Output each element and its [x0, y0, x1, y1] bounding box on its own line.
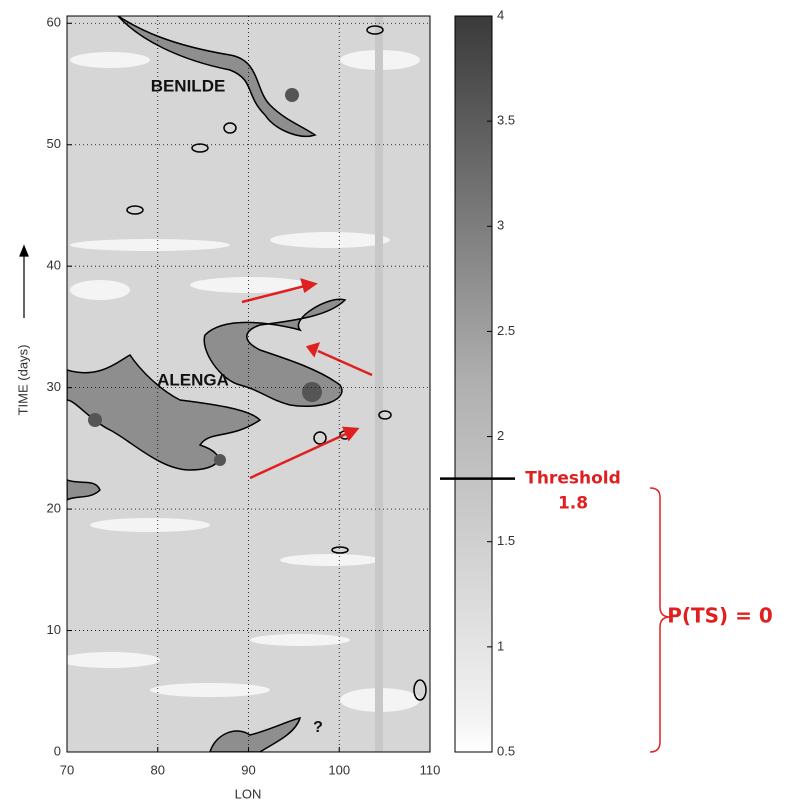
y-tick-label: 20 [47, 501, 61, 516]
y-tick-label: 10 [47, 622, 61, 637]
y-tick-label: 50 [47, 136, 61, 151]
colorbar-tick-label: 0.5 [497, 743, 515, 758]
x-tick-label: 100 [328, 762, 350, 777]
colorbar-tick-label: 3.5 [497, 113, 515, 128]
x-tick-label: 110 [420, 762, 441, 777]
y-label-arrow [19, 244, 29, 318]
colorbar-tick-label: 1.5 [497, 533, 515, 548]
annotation: ALENGA [157, 370, 229, 389]
arrows [241, 278, 373, 480]
y-tick-label: 40 [47, 258, 61, 273]
annotation: BENILDE [151, 76, 226, 95]
field [67, 16, 430, 752]
annotation: ? [313, 719, 323, 736]
bracket-label: P(TS) = 0 [667, 604, 773, 628]
threshold-label: Threshold [525, 469, 621, 489]
bracket [649, 487, 671, 753]
colorbar-tick-label: 3 [497, 218, 504, 233]
y-tick-label: 0 [54, 743, 61, 758]
colorbar [454, 15, 493, 753]
y-axis-label: TIME (days) [15, 345, 30, 416]
colorbar-tick-label: 2.5 [497, 323, 515, 338]
x-tick-label: 70 [60, 762, 74, 777]
y-tick-label: 30 [47, 379, 61, 394]
x-axis-label: LON [235, 786, 262, 801]
x-tick-label: 90 [241, 762, 255, 777]
colorbar-tick-label: 2 [497, 428, 504, 443]
colorbar-tick-label: 1 [497, 638, 504, 653]
x-tick-label: 80 [151, 762, 165, 777]
threshold-value: 1.8 [558, 494, 588, 514]
colorbar-tick-label: 4 [497, 7, 504, 22]
y-tick-label: 60 [47, 15, 61, 30]
